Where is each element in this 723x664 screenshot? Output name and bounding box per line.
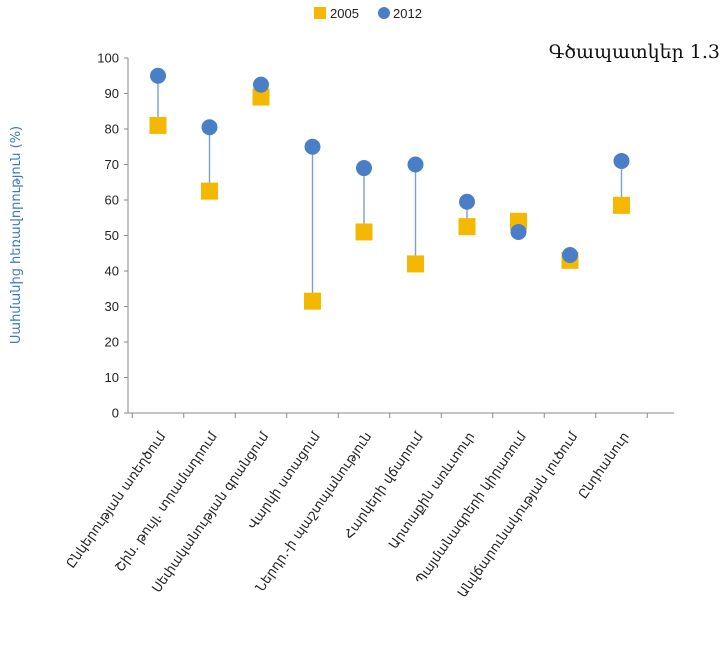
y-tick-label: 20 bbox=[105, 335, 119, 350]
y-tick-label: 0 bbox=[112, 406, 119, 421]
legend-swatch-2012 bbox=[378, 7, 390, 19]
marker-2012 bbox=[150, 67, 166, 84]
marker-2012 bbox=[459, 193, 475, 210]
legend: 2005 2012 bbox=[314, 6, 422, 21]
y-tick-label: 10 bbox=[105, 370, 119, 385]
marker-2012 bbox=[253, 76, 269, 93]
y-tick-label: 100 bbox=[97, 51, 119, 66]
markers bbox=[149, 67, 630, 310]
category-label: Ընկերության առեղծում bbox=[64, 429, 170, 571]
legend-label-2005: 2005 bbox=[330, 6, 359, 21]
marker-2012 bbox=[562, 247, 578, 264]
y-tick-label: 40 bbox=[105, 264, 119, 279]
marker-2005 bbox=[149, 116, 167, 134]
connectors bbox=[157, 75, 623, 302]
marker-2012 bbox=[613, 152, 630, 169]
marker-2012 bbox=[304, 138, 321, 155]
marker-2005 bbox=[613, 196, 630, 214]
marker-2005 bbox=[252, 88, 270, 106]
y-tick-label: 50 bbox=[105, 228, 119, 243]
y-axis-label: Սահմանից հեռավորություն (%) bbox=[9, 126, 24, 344]
x-ticks bbox=[131, 413, 648, 418]
category-label: Արտաքին առևտուր bbox=[386, 430, 478, 552]
y-tick-label: 90 bbox=[105, 86, 119, 101]
marker-2005 bbox=[355, 223, 373, 241]
marker-2005 bbox=[201, 182, 218, 200]
category-label: Շին. թույլ. տրամադրում bbox=[113, 429, 221, 575]
y-tick-label: 30 bbox=[105, 299, 119, 314]
category-label: Պայմանագրերի կիրառում bbox=[413, 429, 530, 587]
legend-swatch-2005 bbox=[314, 7, 326, 19]
figure-label: Գծապատկեր 1.3 bbox=[549, 41, 720, 63]
category-label: Ընդհանուր bbox=[576, 430, 633, 502]
marker-2005 bbox=[458, 218, 476, 236]
marker-2005 bbox=[407, 255, 424, 273]
y-tick-label: 60 bbox=[105, 193, 119, 208]
marker-2005 bbox=[304, 292, 321, 310]
marker-2012 bbox=[407, 156, 424, 173]
legend-label-2012: 2012 bbox=[393, 6, 422, 21]
y-tick-label: 80 bbox=[105, 122, 119, 137]
marker-2012 bbox=[510, 223, 527, 240]
y-tick-label: 70 bbox=[105, 157, 119, 172]
marker-2012 bbox=[201, 119, 218, 136]
marker-2012 bbox=[356, 160, 372, 177]
y-ticks: 0 10 20 30 40 50 60 70 80 90 100 bbox=[97, 51, 128, 421]
